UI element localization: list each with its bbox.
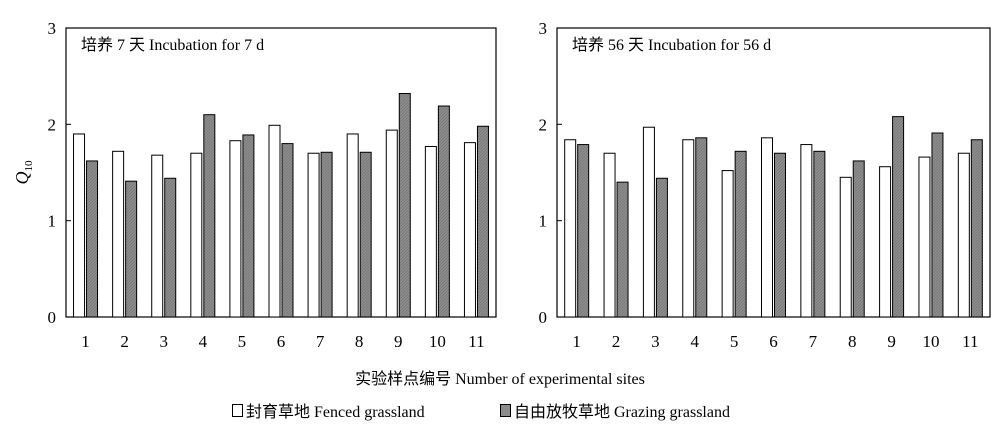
- x-tick-label: 8: [355, 332, 364, 351]
- plot-frame: [65, 27, 497, 318]
- bar-fenced: [642, 126, 655, 318]
- bar-grazing: [577, 144, 590, 318]
- bar-grazing: [125, 180, 138, 318]
- bar-fenced: [190, 152, 203, 318]
- bar-grazing: [813, 150, 826, 318]
- bar-fenced: [721, 170, 734, 318]
- y-tick-label: 2: [539, 115, 548, 134]
- bar-fenced: [385, 129, 398, 318]
- x-tick-label: 11: [468, 332, 484, 351]
- x-tick-label: 10: [429, 332, 446, 351]
- legend-item-fenced: 封育草地 Fenced grassland: [232, 398, 425, 422]
- x-tick-label: 7: [809, 332, 818, 351]
- x-tick-label: 7: [316, 332, 325, 351]
- bar-fenced: [682, 139, 695, 318]
- bar-grazing: [281, 143, 294, 318]
- bar-fenced: [112, 150, 125, 318]
- x-tick-label: 6: [277, 332, 286, 351]
- y-tick-label: 2: [48, 115, 57, 134]
- bar-fenced: [603, 152, 616, 318]
- x-tick-label: 4: [199, 332, 208, 351]
- bar-fenced: [229, 140, 242, 318]
- bar-grazing: [931, 132, 944, 318]
- bar-grazing: [398, 93, 411, 318]
- bar-fenced: [307, 152, 320, 318]
- bar-grazing: [655, 177, 668, 318]
- bar-grazing: [852, 160, 865, 318]
- bar-grazing: [86, 160, 99, 318]
- bar-fenced: [839, 176, 852, 318]
- bar-grazing: [437, 105, 450, 318]
- x-tick-label: 8: [848, 332, 857, 351]
- bar-fenced: [346, 133, 359, 318]
- legend-label-grazing: 自由放牧草地 Grazing grassland: [514, 404, 730, 421]
- chart-title: 培养 56 天 Incubation for 56 d: [572, 36, 771, 54]
- bar-fenced: [800, 144, 813, 318]
- bar-grazing: [164, 177, 177, 318]
- bar-grazing: [476, 125, 489, 318]
- x-tick-label: 9: [887, 332, 896, 351]
- chart-panel-right: 0 1 2 3 培养 56 天 Incubation for 56 d 1 2 3 4 5 6 7 8 9…: [539, 19, 991, 351]
- y-tick-label: 3: [539, 19, 548, 38]
- chart-title: 培养 7 天 Incubation for 7 d: [81, 36, 264, 54]
- legend: 封育草地 Fenced grassland 自由放牧草地 Grazing gra…: [0, 398, 1000, 422]
- bar-fenced: [957, 152, 970, 318]
- x-tick-label: 4: [691, 332, 700, 351]
- bar-fenced: [268, 124, 281, 318]
- x-tick-label: 3: [159, 332, 168, 351]
- x-tick-label: 1: [81, 332, 90, 351]
- y-tick-label: 3: [48, 19, 57, 38]
- y-axis-label: Q10: [12, 160, 35, 185]
- bar-grazing: [320, 151, 333, 318]
- x-tick-label: 9: [394, 332, 403, 351]
- x-axis-title: 实验样点编号 Number of experimental sites: [355, 371, 645, 388]
- plot-frame: [556, 27, 991, 318]
- x-tick-label: 2: [612, 332, 621, 351]
- bar-grazing: [892, 116, 905, 318]
- bar-fenced: [424, 145, 437, 318]
- bar-fenced: [879, 166, 892, 318]
- x-tick-label: 5: [730, 332, 739, 351]
- x-tick-label: 10: [922, 332, 939, 351]
- bar-grazing: [359, 151, 372, 318]
- chart-panel-left: 0 1 2 3 培养 7 天 Incubation for 7 d Q10 1 2 3 4 5 6 7 8…: [12, 19, 497, 351]
- y-tick-label: 0: [539, 308, 548, 327]
- bar-grazing: [695, 137, 708, 318]
- bar-fenced: [151, 154, 164, 318]
- bar-grazing: [242, 134, 255, 318]
- bar-grazing: [203, 114, 216, 318]
- bar-fenced: [463, 142, 476, 318]
- bar-fenced: [73, 133, 86, 318]
- bar-fenced: [918, 156, 931, 318]
- x-tick-label: 11: [962, 332, 978, 351]
- legend-swatch-grazing: [500, 403, 511, 417]
- legend-swatch-fenced: [232, 403, 243, 417]
- x-tick-label: 5: [238, 332, 247, 351]
- y-tick-label: 1: [539, 212, 548, 231]
- legend-label-fenced: 封育草地 Fenced grassland: [246, 404, 425, 421]
- legend-item-grazing: 自由放牧草地 Grazing grassland: [500, 398, 730, 422]
- bar-grazing: [734, 150, 747, 318]
- bar-grazing: [616, 181, 629, 318]
- y-tick-label: 0: [48, 308, 57, 327]
- x-tick-label: 6: [769, 332, 778, 351]
- bar-grazing: [970, 139, 983, 318]
- x-tick-label: 3: [651, 332, 660, 351]
- bar-grazing: [774, 152, 786, 318]
- y-tick-label: 1: [48, 212, 57, 231]
- bar-fenced: [564, 139, 577, 318]
- x-tick-label: 2: [120, 332, 129, 351]
- bar-fenced: [761, 137, 773, 318]
- x-tick-label: 1: [572, 332, 581, 351]
